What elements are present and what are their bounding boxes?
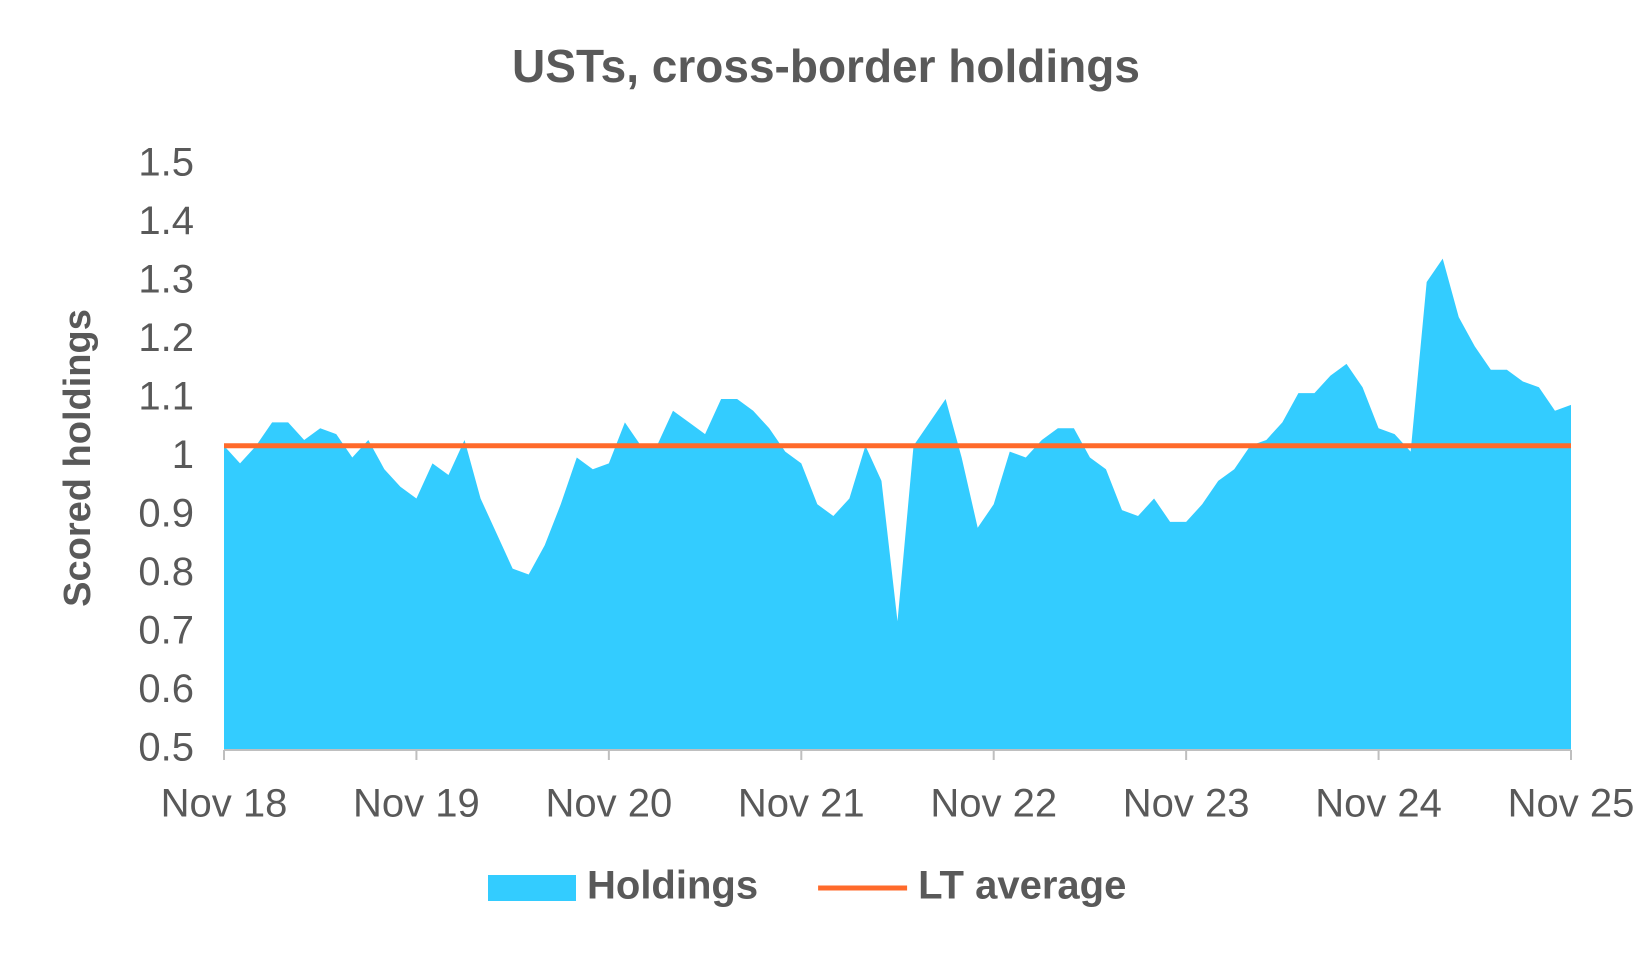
- y-tick-label: 1.2: [138, 316, 194, 360]
- x-tick-label: Nov 23: [1123, 782, 1250, 826]
- legend-swatch: [488, 875, 576, 901]
- x-tick-label: Nov 25: [1508, 782, 1635, 826]
- y-tick-label: 0.9: [138, 492, 194, 536]
- x-tick-label: Nov 24: [1315, 782, 1442, 826]
- y-tick-label: 0.7: [138, 609, 194, 653]
- legend-label: LT average: [918, 864, 1126, 908]
- x-tick-label: Nov 18: [161, 782, 288, 826]
- y-tick-label: 1.1: [138, 375, 194, 419]
- y-axis-label: Scored holdings: [57, 309, 99, 607]
- x-tick-label: Nov 22: [930, 782, 1057, 826]
- x-tick-label: Nov 19: [353, 782, 480, 826]
- area: [224, 258, 1571, 750]
- y-tick-label: 0.8: [138, 550, 194, 594]
- y-tick-label: 1.5: [138, 141, 194, 185]
- x-tick-label: Nov 20: [545, 782, 672, 826]
- y-tick-label: 0.6: [138, 667, 194, 711]
- y-tick-label: 1: [172, 433, 194, 477]
- y-tick-label: 0.5: [138, 726, 194, 770]
- y-tick-label: 1.4: [138, 199, 194, 243]
- chart-title: USTs, cross-border holdings: [512, 40, 1140, 92]
- legend-label: Holdings: [587, 864, 758, 908]
- x-tick-label: Nov 21: [738, 782, 865, 826]
- y-tick-label: 1.3: [138, 258, 194, 302]
